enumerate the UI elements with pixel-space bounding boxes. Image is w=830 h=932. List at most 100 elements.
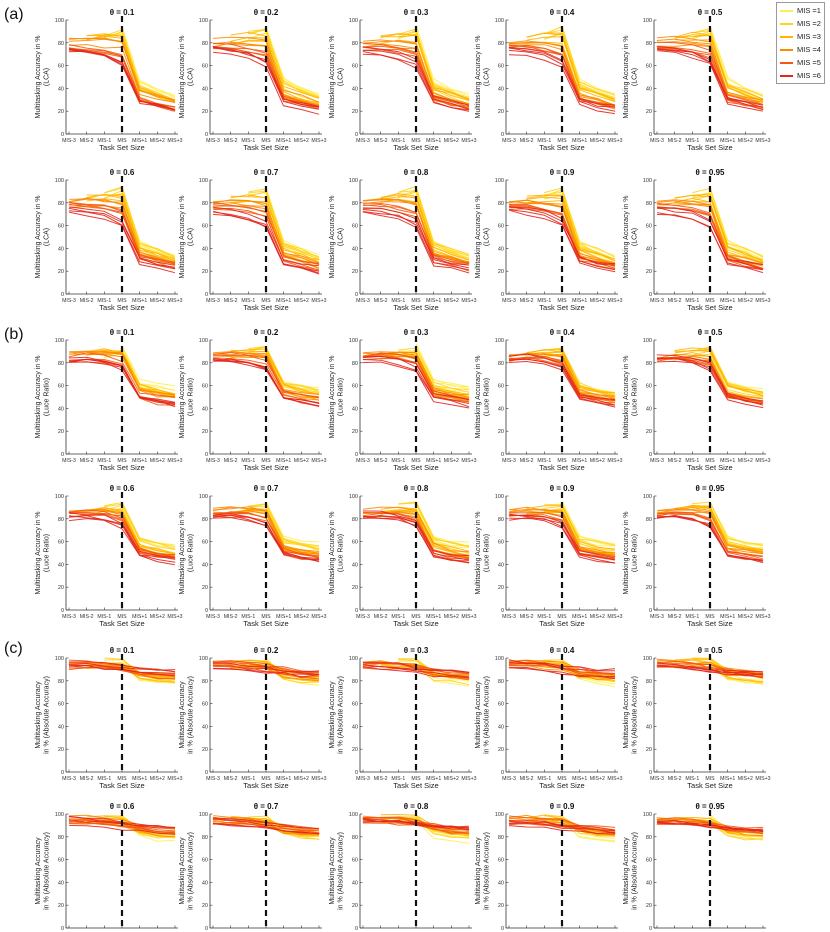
series-line-6	[508, 822, 616, 834]
y-axis-label: Multitasking Accuracy in % (Luce Ratio)	[179, 356, 195, 439]
y-axis-label-line: Multitasking Accuracy in %	[179, 512, 186, 595]
x-tick-label: MIS-3	[502, 138, 516, 144]
series-line-1	[561, 502, 616, 547]
series-line-5	[656, 47, 764, 108]
y-tick-label: 40	[646, 880, 652, 886]
y-tick-label: 60	[202, 64, 208, 70]
subplot-b-7: 0 20 40 60 80 100 MIS-3 MIS-2 MIS-1 MIS MIS+1 MIS+2…	[179, 484, 327, 628]
y-tick-label: 80	[498, 201, 504, 207]
x-tick-label: MIS+2	[590, 298, 605, 304]
series-line-6	[68, 518, 175, 566]
x-tick-label: MIS	[557, 298, 567, 304]
x-tick-label: MIS-3	[62, 614, 76, 620]
x-tick-label: MIS+1	[720, 298, 735, 304]
x-tick-label: MIS-2	[668, 138, 682, 144]
x-tick-label: MIS	[411, 298, 421, 304]
x-tick-label: MIS+3	[461, 138, 476, 144]
subplot-a-1: 0 20 40 60 80 100 MIS-3 MIS-2 MIS-1 MIS MIS+1 MIS+2…	[35, 8, 183, 152]
x-axis-label: Task Set Size	[539, 143, 584, 152]
y-tick-label: 0	[61, 292, 64, 298]
y-tick-label: 100	[199, 178, 208, 184]
y-tick-label: 40	[646, 246, 652, 252]
x-axis-label: Task Set Size	[393, 463, 438, 472]
y-tick-label: 20	[58, 269, 64, 275]
subplot-title: θ = 0.5	[698, 328, 723, 337]
y-tick-label: 100	[643, 656, 652, 662]
subplot-title: θ = 0.95	[695, 484, 725, 493]
x-tick-label: MIS-2	[668, 776, 682, 782]
y-tick-label: 100	[55, 812, 64, 818]
x-tick-label: MIS+1	[720, 776, 735, 782]
x-axis-label: Task Set Size	[243, 463, 288, 472]
x-tick-label: MIS+2	[738, 298, 753, 304]
x-axis-label: Task Set Size	[687, 143, 732, 152]
x-tick-label: MIS-1	[537, 614, 551, 620]
x-tick-label: MIS+3	[461, 298, 476, 304]
series-line-2	[544, 187, 616, 258]
x-tick-label: MIS	[261, 458, 271, 464]
x-tick-label: MIS+3	[607, 138, 622, 144]
y-tick-label: 40	[202, 562, 208, 568]
series-line-2	[544, 817, 615, 836]
x-tick-label: MIS-2	[668, 458, 682, 464]
y-tick-label: 20	[58, 747, 64, 753]
x-tick-label: MIS-2	[80, 298, 94, 304]
series-line-5	[68, 509, 175, 556]
y-tick-label: 20	[646, 903, 652, 909]
x-tick-label: MIS+3	[755, 138, 770, 144]
y-axis-label-line: Multitasking Accuracy in %	[623, 36, 630, 119]
x-tick-label: MIS+1	[572, 776, 587, 782]
y-axis-label-line: in % (Absolute Accuracy)	[338, 676, 345, 754]
subplot-c-6: 020406080100MIS-3MIS-2MIS-1MISMIS+1MIS+2…	[35, 802, 178, 932]
y-tick-label: 100	[495, 18, 504, 24]
x-tick-label: MIS+1	[276, 776, 291, 782]
series-line-6	[509, 517, 615, 564]
x-tick-label: MIS+1	[720, 138, 735, 144]
series-line-2	[248, 191, 320, 260]
x-tick-label: MIS-3	[356, 138, 370, 144]
x-tick-label: MIS+3	[167, 458, 182, 464]
x-tick-label: MIS+1	[720, 458, 735, 464]
y-tick-label: 20	[58, 109, 64, 115]
y-tick-label: 80	[646, 361, 652, 367]
series-line-6	[509, 209, 616, 273]
x-axis-label: Task Set Size	[539, 303, 584, 312]
x-tick-label: MIS+3	[311, 614, 326, 620]
y-tick-label: 100	[55, 494, 64, 500]
y-tick-label: 60	[498, 540, 504, 546]
x-tick-label: MIS-3	[502, 614, 516, 620]
y-axis-label: Multitasking Accuracy in % (Luce Ratio)	[475, 512, 491, 595]
y-tick-label: 80	[498, 41, 504, 47]
y-tick-label: 60	[202, 540, 208, 546]
series-line-3	[230, 194, 320, 263]
y-tick-label: 80	[202, 41, 208, 47]
series-line-3	[526, 194, 615, 262]
x-tick-label: MIS+3	[607, 458, 622, 464]
series-line-6	[68, 48, 176, 111]
x-axis-label: Task Set Size	[539, 463, 584, 472]
x-tick-label: MIS-1	[241, 614, 255, 620]
subplot-title: θ = 0.2	[254, 646, 279, 655]
y-tick-label: 60	[352, 224, 358, 230]
series-line-6	[509, 353, 616, 401]
series-line-6	[508, 49, 616, 112]
x-tick-label: MIS	[261, 614, 271, 620]
y-tick-label: 40	[352, 724, 358, 730]
subplot-a-10: 0 20 40 60 80 100 MIS-3 MIS-2 MIS-1 MIS MIS+1 MIS+2…	[623, 168, 771, 312]
y-tick-label: 40	[58, 86, 64, 92]
x-tick-label: MIS-2	[374, 138, 388, 144]
series-line-4	[69, 350, 175, 396]
x-tick-label: MIS+3	[461, 776, 476, 782]
y-tick-label: 60	[498, 224, 504, 230]
y-tick-label: 60	[646, 702, 652, 708]
legend-entry-2: MIS =2	[780, 18, 826, 29]
y-tick-label: 20	[498, 429, 504, 435]
series-line-2	[398, 816, 469, 836]
legend-label-2: MIS =2	[797, 19, 821, 28]
y-axis-label: Multitasking Accuracy in % (Luce Ratio)	[623, 356, 639, 439]
y-tick-label: 40	[202, 86, 208, 92]
series-line-1	[709, 187, 763, 256]
subplot-title: θ = 0.8	[404, 802, 429, 811]
x-tick-label: MIS	[705, 458, 715, 464]
series-line-3	[230, 31, 319, 99]
